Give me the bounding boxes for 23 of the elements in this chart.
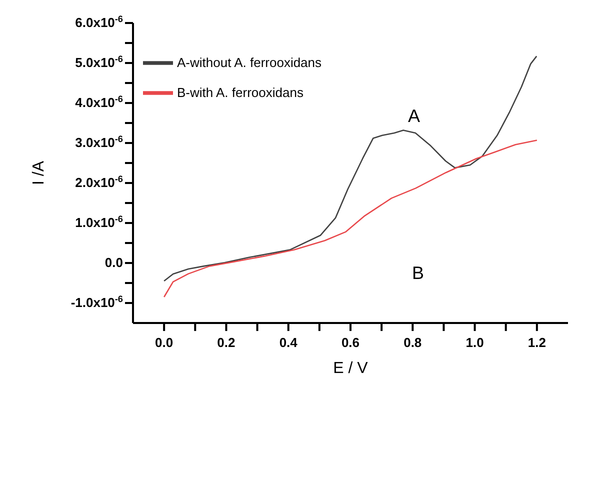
x-tick-label: 1.2 [528, 335, 546, 350]
legend-label: B-with A. ferrooxidans [177, 84, 304, 100]
x-axis-title: E / V [333, 360, 368, 377]
legend-label: A-without A. ferrooxidans [177, 54, 322, 70]
y-tick-label: 6.0x10$^{-6}$ [75, 14, 123, 30]
y-axis-title: I /A [30, 160, 48, 186]
x-tick-label: 0.8 [404, 335, 422, 350]
annotation: B [412, 263, 424, 284]
y-tick-label: -1.0x10$^{-6}$ [70, 294, 123, 310]
x-tick-label: 1.0 [466, 335, 484, 350]
x-tick-label: 0.4 [279, 335, 298, 350]
annotation: A [408, 106, 420, 127]
x-tick-label: 0.0 [155, 335, 174, 350]
y-tick-label: 4.0x10$^{-6}$ [75, 94, 123, 110]
y-tick-label: 2.0x10$^{-6}$ [75, 174, 123, 190]
x-tick-label: 0.2 [217, 335, 236, 350]
y-tick-label: 5.0x10$^{-6}$ [75, 54, 123, 70]
line-series [163, 56, 538, 282]
y-tick-label: 1.0x10$^{-6}$ [75, 214, 123, 230]
line-series [163, 140, 538, 298]
x-tick-label: 0.6 [341, 335, 360, 350]
y-tick-label: 3.0x10$^{-6}$ [75, 134, 123, 150]
y-tick-label: 0.0 [104, 255, 123, 270]
